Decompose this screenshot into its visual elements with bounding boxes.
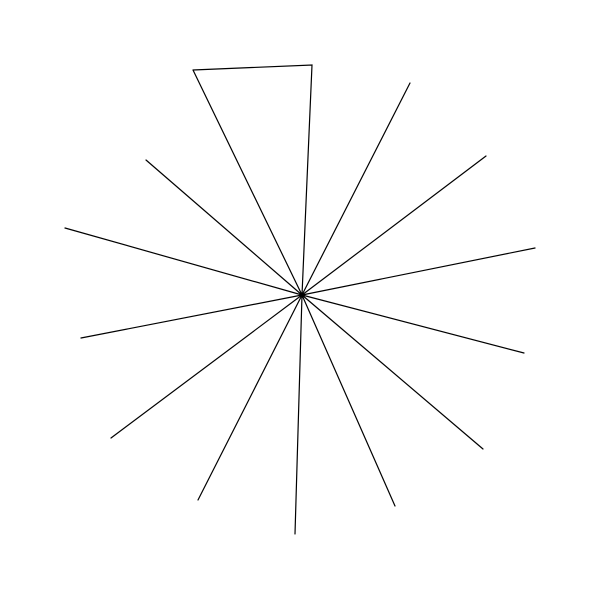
ray-lower-right-1 <box>301 294 484 450</box>
ray-left-1 <box>80 294 303 339</box>
ray-left-2 <box>64 227 303 296</box>
ray-right-1 <box>301 247 536 296</box>
ray-upper-right-2 <box>301 155 487 296</box>
ray-lower-right-2 <box>301 294 396 507</box>
ray-upper-left-1 <box>145 159 303 296</box>
top-triangle-ray <box>192 64 313 296</box>
ray-upper-right-1 <box>301 82 411 296</box>
rays-group <box>64 64 536 535</box>
ray-bottom <box>294 294 303 535</box>
ray-right-2 <box>301 294 525 354</box>
ray-lower-left-1 <box>197 294 303 501</box>
ray-lower-left-2 <box>110 294 303 439</box>
